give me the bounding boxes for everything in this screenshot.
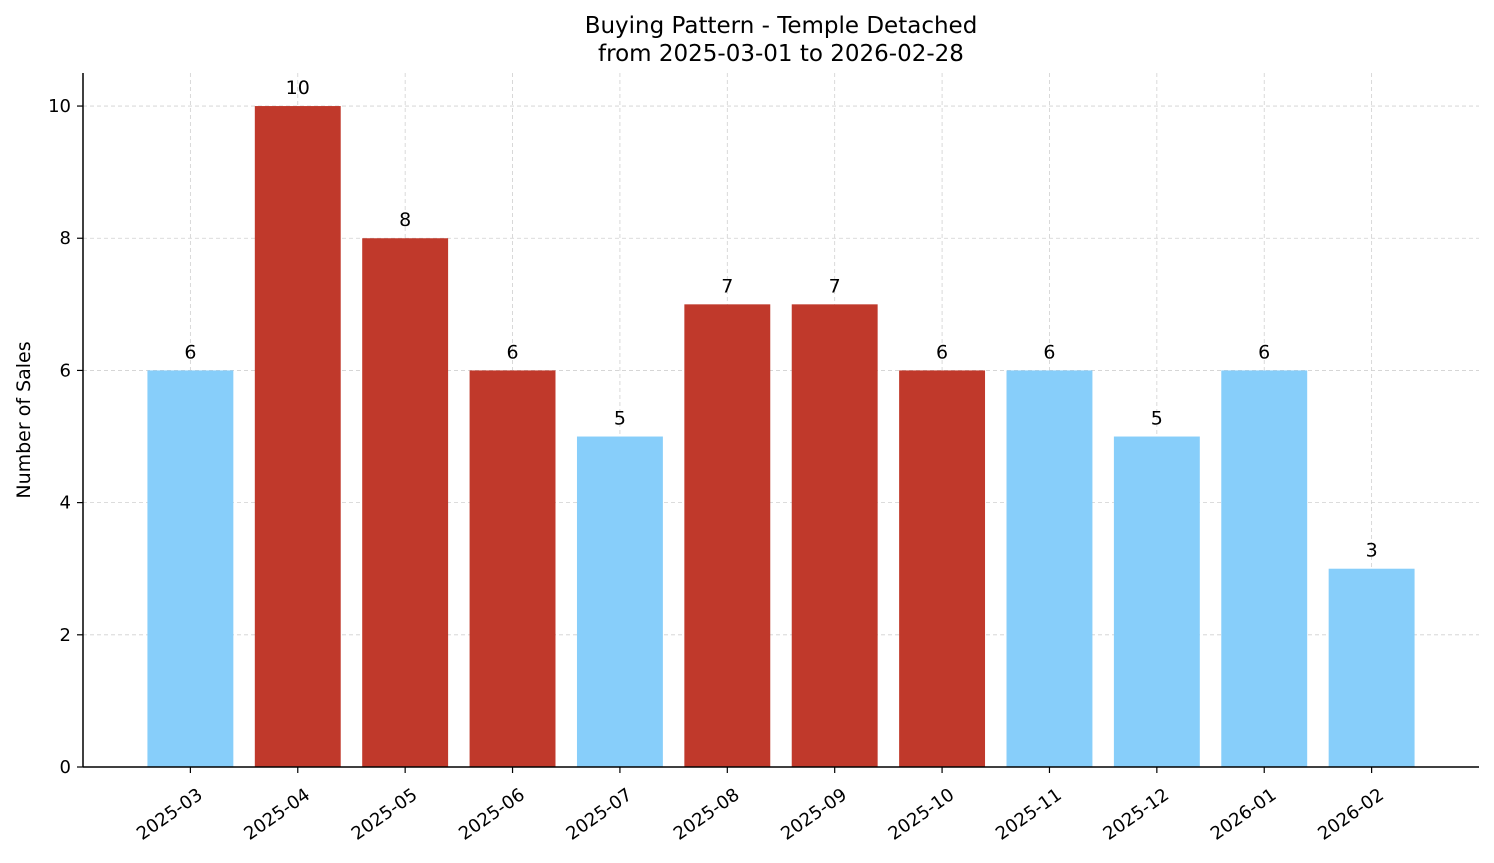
bar bbox=[254, 106, 341, 768]
y-tick-label: 0 bbox=[60, 757, 71, 778]
y-tick-label: 2 bbox=[60, 625, 71, 646]
y-axis-label: Number of Sales bbox=[13, 341, 35, 498]
x-tick-label: 2025-04 bbox=[240, 784, 314, 844]
x-tick-label: 2026-02 bbox=[1314, 784, 1388, 844]
y-tick-label: 10 bbox=[48, 96, 71, 117]
data-label: 6 bbox=[936, 341, 948, 363]
x-tick-label: 2025-12 bbox=[1099, 784, 1173, 844]
data-label: 8 bbox=[399, 209, 411, 231]
data-label: 7 bbox=[829, 275, 841, 297]
x-tick-label: 2026-01 bbox=[1207, 784, 1281, 844]
data-label: 6 bbox=[1043, 341, 1055, 363]
bar bbox=[899, 370, 986, 767]
data-label: 10 bbox=[286, 77, 310, 99]
y-tick-label: 8 bbox=[60, 228, 71, 249]
bar bbox=[791, 304, 878, 767]
x-tick-label: 2025-07 bbox=[562, 784, 636, 844]
bar bbox=[147, 370, 234, 767]
x-tick-label: 2025-10 bbox=[885, 784, 959, 844]
x-tick-label: 2025-09 bbox=[777, 784, 851, 844]
x-tick-label: 2025-03 bbox=[133, 784, 207, 844]
y-tick-label: 6 bbox=[60, 360, 71, 381]
chart-subtitle: from 2025-03-01 to 2026-02-28 bbox=[598, 41, 964, 67]
chart-title: Buying Pattern - Temple Detached bbox=[585, 13, 978, 39]
data-label: 6 bbox=[506, 341, 518, 363]
data-label: 3 bbox=[1366, 540, 1378, 562]
data-label: 7 bbox=[721, 275, 733, 297]
bar bbox=[684, 304, 771, 767]
x-tick-label: 2025-08 bbox=[670, 784, 744, 844]
bar bbox=[1113, 436, 1200, 767]
x-tick-label: 2025-11 bbox=[992, 784, 1066, 844]
bar bbox=[1328, 568, 1415, 767]
bar bbox=[362, 238, 449, 767]
data-label: 6 bbox=[1258, 341, 1270, 363]
bar bbox=[1006, 370, 1093, 767]
bar bbox=[576, 436, 663, 767]
x-tick-label: 2025-05 bbox=[348, 784, 422, 844]
data-label: 5 bbox=[1151, 408, 1163, 430]
data-label: 6 bbox=[184, 341, 196, 363]
data-label: 5 bbox=[614, 408, 626, 430]
x-tick-label: 2025-06 bbox=[455, 784, 529, 844]
bar bbox=[469, 370, 556, 767]
bar bbox=[1221, 370, 1308, 767]
y-tick-label: 4 bbox=[60, 493, 71, 514]
